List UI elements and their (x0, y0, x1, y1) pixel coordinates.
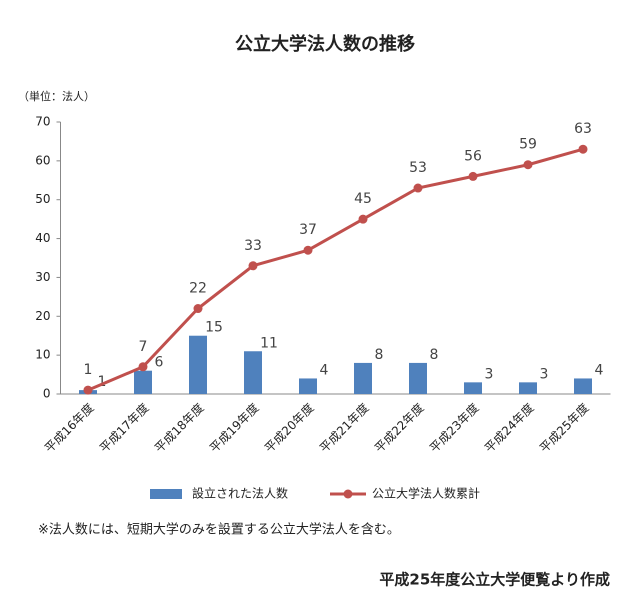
x-tick-label: 平成17年度 (96, 400, 151, 455)
x-tick-label: 平成21年度 (316, 400, 371, 455)
bar (574, 378, 592, 394)
line-value-label: 59 (519, 137, 537, 153)
line-value-label: 37 (299, 222, 317, 238)
y-tick-label: 0 (43, 387, 51, 401)
source: 平成25年度公立大学便覧より作成 (379, 571, 610, 589)
line-marker (138, 362, 148, 372)
x-tick-label: 平成24年度 (481, 400, 536, 455)
line-marker (83, 385, 93, 395)
line-marker (303, 245, 313, 255)
line-value-label: 63 (574, 121, 592, 137)
bar-value-label: 8 (375, 347, 384, 363)
legend-label: 公立大学法人数累計 (372, 486, 480, 501)
y-tick-label: 20 (35, 309, 50, 323)
line (87, 147, 584, 392)
bar-value-label: 6 (155, 355, 164, 371)
line-marker (523, 160, 533, 170)
x-tick-label: 平成19年度 (206, 400, 261, 455)
legend-swatch (150, 489, 182, 499)
bar-value-label: 11 (260, 335, 278, 351)
bar (189, 335, 207, 394)
bar (299, 378, 317, 394)
bar (244, 351, 262, 394)
line-marker (468, 171, 478, 181)
line-marker (578, 144, 588, 154)
unit-label: （単位：法人） (18, 89, 95, 103)
x-tick-label: 平成22年度 (371, 400, 426, 455)
y-tick-label: 70 (35, 115, 50, 129)
bar (354, 362, 372, 394)
line-marker (413, 183, 423, 193)
x-tick-label: 平成25年度 (536, 400, 591, 455)
bar-value-label: 1 (98, 374, 107, 390)
y-tick-label: 40 (35, 231, 50, 245)
line-value-label: 45 (354, 191, 372, 207)
bar-value-label: 15 (205, 320, 223, 336)
line-value-label: 33 (244, 238, 262, 254)
bar-value-label: 4 (320, 362, 329, 378)
y-tick-label: 30 (35, 270, 50, 284)
chart-title: 公立大学法人数の推移 (235, 33, 415, 55)
bar-value-label: 3 (485, 366, 494, 382)
x-tick-label: 平成16年度 (41, 400, 96, 455)
x-tick-label: 平成18年度 (151, 400, 206, 455)
legend-label: 設立された法人数 (192, 486, 288, 501)
y-tick-label: 10 (35, 348, 50, 362)
y-tick-label: 60 (35, 153, 50, 167)
bar (519, 382, 537, 394)
x-tick-label: 平成23年度 (426, 400, 481, 455)
bar-value-label: 4 (595, 362, 604, 378)
bar-value-label: 8 (430, 347, 439, 363)
note: ※法人数には、短期大学のみを設置する公立大学法人を含む。 (38, 522, 400, 538)
bar-value-label: 3 (540, 366, 549, 382)
line-value-label: 7 (139, 339, 148, 355)
bar (464, 382, 482, 394)
legend-swatch (343, 489, 353, 499)
bar (409, 362, 427, 394)
bar (134, 370, 152, 394)
x-tick-label: 平成20年度 (261, 400, 316, 455)
line-marker (358, 214, 368, 224)
line-value-label: 22 (189, 281, 207, 297)
line-marker (248, 261, 258, 271)
line-value-label: 1 (84, 362, 93, 378)
line-marker (193, 304, 203, 314)
line-value-label: 56 (464, 148, 482, 164)
line-value-label: 53 (409, 160, 427, 176)
y-tick-label: 50 (35, 192, 50, 206)
